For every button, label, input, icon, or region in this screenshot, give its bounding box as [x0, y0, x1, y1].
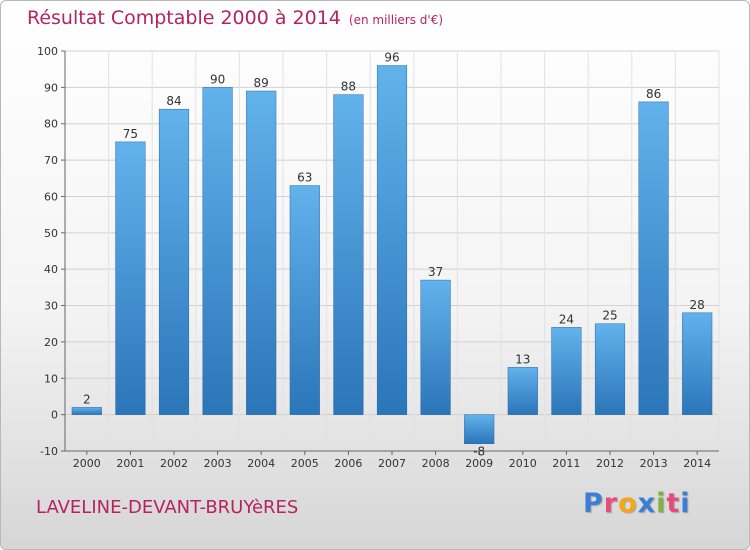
commune-name: LAVELINE-DEVANT-BRUYèRES — [36, 497, 299, 518]
data-label-2005: 63 — [297, 171, 312, 185]
data-label-2010: 13 — [515, 352, 530, 366]
y-tick-label: -10 — [40, 445, 58, 458]
bar-2009 — [464, 414, 495, 444]
data-label-2006: 88 — [341, 80, 356, 94]
y-tick-label: 70 — [44, 154, 58, 167]
y-tick-label: 50 — [44, 227, 58, 240]
data-label-2002: 84 — [166, 94, 181, 108]
x-tick-label: 2004 — [247, 457, 275, 470]
axes — [61, 50, 719, 455]
data-label-2001: 75 — [123, 127, 138, 141]
y-tick-labels: -10 0 10 20 30 40 50 60 70 80 90 100 — [37, 45, 58, 458]
x-tick-label: 2008 — [422, 457, 450, 470]
data-label-2003: 90 — [210, 72, 225, 86]
logo-letter: i — [656, 488, 667, 519]
bar-2006 — [333, 94, 364, 415]
logo-letter: P — [583, 488, 604, 519]
y-tick-label: 90 — [44, 81, 58, 94]
y-tick-label: 100 — [37, 45, 58, 58]
x-tick-label: 2007 — [378, 457, 406, 470]
bar-2003 — [202, 87, 233, 415]
data-label-2012: 25 — [602, 309, 617, 323]
bar-2000 — [71, 407, 102, 415]
y-tick-label: 60 — [44, 190, 58, 203]
data-label-2007: 96 — [384, 51, 399, 65]
x-tick-label: 2001 — [116, 457, 144, 470]
bar-2002 — [158, 108, 190, 415]
data-label-2008: 37 — [428, 265, 443, 279]
bar-2011 — [551, 327, 582, 415]
logo-letter: t — [666, 488, 681, 519]
bar-2008 — [420, 279, 451, 415]
x-tick-label: 2009 — [465, 457, 493, 470]
data-label-2009: -8 — [473, 445, 485, 459]
x-tick-label: 2003 — [204, 457, 232, 470]
x-tick-label: 2006 — [334, 457, 362, 470]
chart-title: Résultat Comptable 2000 à 2014 (en millie… — [27, 7, 443, 29]
logo-letter: x — [637, 488, 657, 519]
data-label-2011: 24 — [559, 312, 574, 326]
y-tick-label: 0 — [51, 409, 58, 422]
data-label-2004: 89 — [254, 76, 269, 90]
bar-2010 — [507, 367, 538, 415]
x-tick-label: 2010 — [509, 457, 537, 470]
y-tick-label: 30 — [44, 300, 58, 313]
bar-2013 — [638, 101, 669, 415]
data-label-2000: 2 — [83, 392, 91, 406]
bar-2005 — [289, 185, 320, 415]
bar-2012 — [594, 323, 626, 415]
data-label-2014: 28 — [690, 298, 705, 312]
x-tick-label: 2013 — [640, 457, 668, 470]
bar-2007 — [376, 65, 408, 415]
data-labels: 2 75 84 90 89 63 88 96 37 -8 13 24 25 86 28 — [83, 51, 705, 459]
chart-unit: (en milliers d'€) — [348, 13, 444, 27]
x-tick-label: 2002 — [160, 457, 188, 470]
logo-letter: r — [603, 488, 619, 519]
bar-2014 — [682, 312, 713, 415]
logo-letter: i — [680, 488, 691, 519]
proxiti-logo: Proxiti — [583, 488, 691, 519]
chart-title-text: Résultat Comptable 2000 à 2014 — [27, 7, 341, 29]
x-tick-label: 2005 — [291, 457, 319, 470]
x-tick-label: 2012 — [596, 457, 624, 470]
x-tick-label: 2014 — [683, 457, 711, 470]
x-tick-label: 2011 — [552, 457, 580, 470]
bar-2001 — [115, 141, 146, 415]
bar-2004 — [246, 90, 277, 415]
bars — [71, 65, 713, 444]
y-tick-label: 40 — [44, 263, 58, 276]
logo-letter: o — [618, 488, 638, 519]
x-tick-labels: 2000 2001 2002 2003 2004 2005 2006 2007 2008 2009… — [73, 457, 711, 470]
y-tick-label: 10 — [44, 372, 58, 385]
x-tick-label: 2000 — [73, 457, 101, 470]
y-tick-label: 20 — [44, 336, 58, 349]
data-label-2013: 86 — [646, 87, 661, 101]
y-tick-label: 80 — [44, 118, 58, 131]
